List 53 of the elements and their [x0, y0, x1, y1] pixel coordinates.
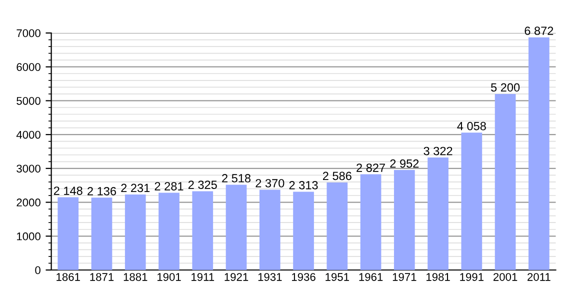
data-label: 4 058: [457, 122, 486, 130]
data-label: 6 872: [524, 26, 554, 35]
y-tick-label: 2000: [16, 198, 40, 206]
y-tick-label: 0: [35, 266, 40, 274]
data-label: 2 952: [390, 159, 419, 168]
bar: [494, 94, 516, 270]
bar: [124, 194, 146, 270]
x-tick-label: 1971: [392, 273, 416, 281]
x-tick-label: 1981: [426, 273, 450, 281]
data-label: 2 281: [154, 182, 184, 190]
data-label: 2 136: [88, 186, 116, 196]
data-label: 2 586: [322, 172, 352, 180]
x-tick-label: 1881: [124, 273, 148, 281]
bar: [528, 37, 550, 270]
data-label: 3 322: [424, 146, 452, 156]
y-tick-label: 5000: [16, 96, 40, 105]
bar: [192, 191, 214, 270]
data-label: 5 200: [491, 83, 520, 92]
bar: [259, 190, 280, 270]
x-tick-label: 1991: [460, 273, 484, 281]
data-label: 2 370: [256, 179, 284, 188]
y-tick-label: 6000: [16, 63, 40, 71]
y-tick-label: 1000: [17, 232, 40, 240]
data-label: 2 325: [188, 180, 217, 189]
x-tick-label: 2011: [528, 273, 550, 281]
bar: [58, 197, 79, 270]
data-label: 2 313: [289, 180, 318, 190]
x-tick-label: 1936: [292, 273, 316, 281]
x-tick-label: 1931: [258, 273, 282, 281]
y-tick-label: 7000: [16, 29, 40, 38]
x-tick-label: 1871: [90, 273, 114, 281]
x-tick-label: 1861: [56, 273, 80, 281]
data-label: 2 827: [356, 164, 385, 172]
x-tick-label: 1911: [192, 273, 214, 281]
bar: [158, 192, 180, 270]
bar: [428, 158, 448, 270]
data-label: 2 231: [121, 184, 150, 192]
y-tick-label: 3000: [16, 164, 40, 173]
bar: [91, 198, 112, 270]
bar: [226, 184, 247, 270]
x-tick-label: 1961: [359, 273, 383, 281]
x-tick-label: 1921: [224, 273, 248, 281]
data-label: 2 518: [222, 174, 251, 182]
x-tick-label: 1951: [326, 273, 349, 281]
bar: [461, 132, 482, 270]
data-label: 2 148: [54, 186, 82, 195]
y-tick-label: 4000: [16, 130, 40, 139]
bar: [326, 182, 348, 270]
x-tick-label: 1901: [157, 273, 181, 281]
x-tick-label: 2001: [494, 273, 518, 281]
bar: [360, 174, 382, 270]
bar: [394, 170, 415, 270]
bar: [293, 192, 314, 270]
